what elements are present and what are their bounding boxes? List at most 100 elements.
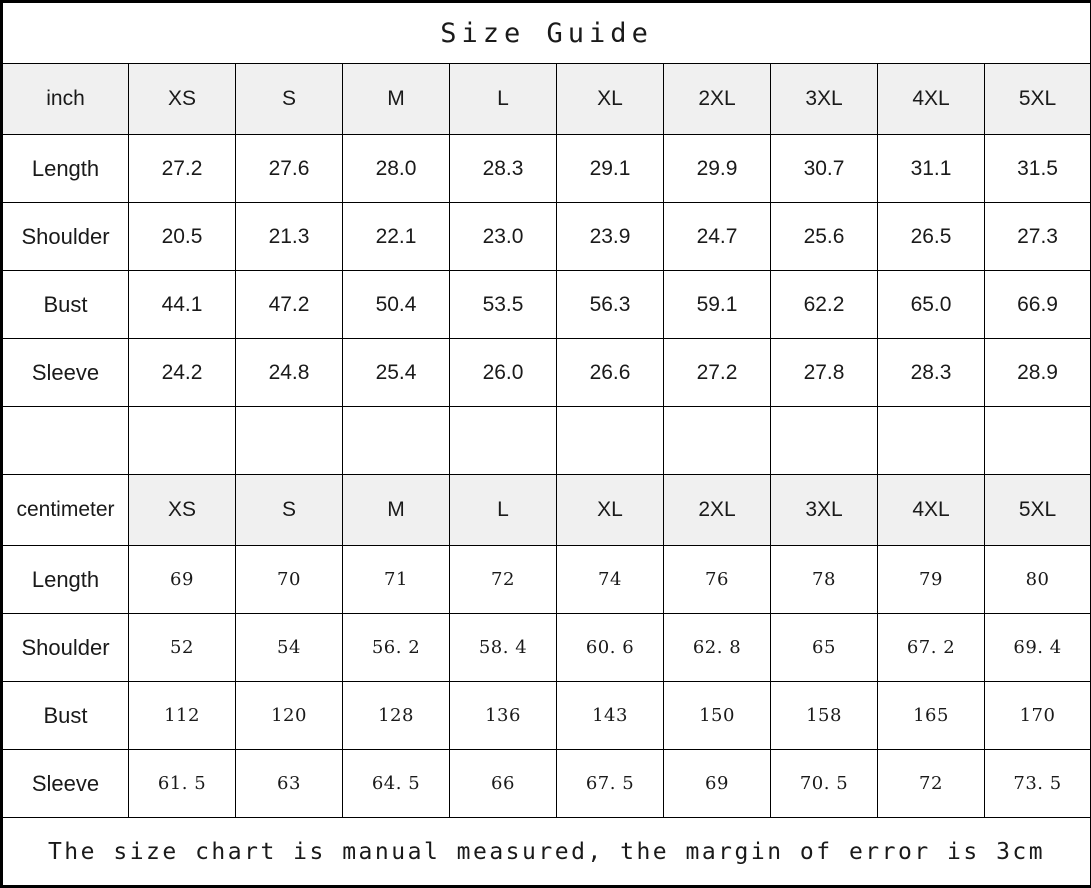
row-label-length-cm: Length: [2, 546, 129, 614]
cell-cm-length-m: 71: [343, 546, 450, 614]
cell-inch-bust-5xl: 66.9: [985, 271, 1091, 339]
cell-inch-sleeve-m: 25.4: [343, 339, 450, 407]
table-row: Sleeve 24.2 24.8 25.4 26.0 26.6 27.2 27.…: [2, 339, 1091, 407]
row-label-sleeve-cm: Sleeve: [2, 750, 129, 818]
cell-cm-length-2xl: 76: [664, 546, 771, 614]
cell-cm-length-xl: 74: [557, 546, 664, 614]
row-label-shoulder-cm: Shoulder: [2, 614, 129, 682]
size-header-cm-xs: XS: [129, 475, 236, 546]
cell-inch-shoulder-m: 22.1: [343, 203, 450, 271]
cell-cm-bust-l: 136: [450, 682, 557, 750]
spacer-cell: [985, 407, 1091, 475]
spacer-cell: [771, 407, 878, 475]
cell-inch-sleeve-3xl: 27.8: [771, 339, 878, 407]
cell-inch-length-xs: 27.2: [129, 135, 236, 203]
cell-cm-bust-m: 128: [343, 682, 450, 750]
footer-row: The size chart is manual measured, the m…: [2, 818, 1091, 887]
cell-cm-bust-3xl: 158: [771, 682, 878, 750]
row-label-length-inch: Length: [2, 135, 129, 203]
cell-inch-bust-4xl: 65.0: [878, 271, 985, 339]
cell-inch-length-s: 27.6: [236, 135, 343, 203]
size-header-m: M: [343, 64, 450, 135]
title-row: Size Guide: [2, 2, 1091, 64]
size-header-5xl: 5XL: [985, 64, 1091, 135]
size-header-l: L: [450, 64, 557, 135]
cell-inch-sleeve-l: 26.0: [450, 339, 557, 407]
cell-inch-length-l: 28.3: [450, 135, 557, 203]
row-label-shoulder-inch: Shoulder: [2, 203, 129, 271]
cell-inch-length-xl: 29.1: [557, 135, 664, 203]
cell-cm-shoulder-m: 56. 2: [343, 614, 450, 682]
cell-inch-shoulder-3xl: 25.6: [771, 203, 878, 271]
size-header-cm-5xl: 5XL: [985, 475, 1091, 546]
row-label-bust-inch: Bust: [2, 271, 129, 339]
cell-cm-length-5xl: 80: [985, 546, 1091, 614]
cell-inch-length-m: 28.0: [343, 135, 450, 203]
cell-inch-shoulder-4xl: 26.5: [878, 203, 985, 271]
cell-inch-bust-xl: 56.3: [557, 271, 664, 339]
centimeter-unit-label: centimeter: [2, 475, 129, 546]
cell-cm-shoulder-l: 58. 4: [450, 614, 557, 682]
cell-inch-length-4xl: 31.1: [878, 135, 985, 203]
table-row: Sleeve 61. 5 63 64. 5 66 67. 5 69 70. 5 …: [2, 750, 1091, 818]
cell-cm-shoulder-xs: 52: [129, 614, 236, 682]
cell-inch-sleeve-xl: 26.6: [557, 339, 664, 407]
size-header-cm-l: L: [450, 475, 557, 546]
cell-cm-sleeve-xs: 61. 5: [129, 750, 236, 818]
spacer-cell: [236, 407, 343, 475]
cell-cm-bust-xs: 112: [129, 682, 236, 750]
cell-cm-sleeve-3xl: 70. 5: [771, 750, 878, 818]
cell-cm-length-4xl: 79: [878, 546, 985, 614]
inch-unit-label: inch: [2, 64, 129, 135]
cell-cm-sleeve-xl: 67. 5: [557, 750, 664, 818]
size-header-cm-2xl: 2XL: [664, 475, 771, 546]
size-header-cm-4xl: 4XL: [878, 475, 985, 546]
cell-cm-length-s: 70: [236, 546, 343, 614]
cell-cm-shoulder-s: 54: [236, 614, 343, 682]
size-header-cm-xl: XL: [557, 475, 664, 546]
spacer-cell: [557, 407, 664, 475]
cell-cm-shoulder-3xl: 65: [771, 614, 878, 682]
cell-inch-shoulder-l: 23.0: [450, 203, 557, 271]
spacer-cell: [129, 407, 236, 475]
inch-header-row: inch XS S M L XL 2XL 3XL 4XL 5XL: [2, 64, 1091, 135]
section-spacer-row: [2, 407, 1091, 475]
measurement-disclaimer: The size chart is manual measured, the m…: [2, 818, 1091, 887]
cell-cm-sleeve-s: 63: [236, 750, 343, 818]
size-header-xs: XS: [129, 64, 236, 135]
cell-inch-shoulder-s: 21.3: [236, 203, 343, 271]
size-header-2xl: 2XL: [664, 64, 771, 135]
cell-cm-shoulder-xl: 60. 6: [557, 614, 664, 682]
cell-cm-sleeve-2xl: 69: [664, 750, 771, 818]
table-row: Length 69 70 71 72 74 76 78 79 80: [2, 546, 1091, 614]
cell-inch-shoulder-2xl: 24.7: [664, 203, 771, 271]
spacer-cell: [450, 407, 557, 475]
cell-cm-bust-4xl: 165: [878, 682, 985, 750]
cell-cm-length-3xl: 78: [771, 546, 878, 614]
table-row: Shoulder 20.5 21.3 22.1 23.0 23.9 24.7 2…: [2, 203, 1091, 271]
cell-inch-length-3xl: 30.7: [771, 135, 878, 203]
cell-inch-length-5xl: 31.5: [985, 135, 1091, 203]
row-label-sleeve-inch: Sleeve: [2, 339, 129, 407]
cell-inch-bust-2xl: 59.1: [664, 271, 771, 339]
cell-inch-bust-xs: 44.1: [129, 271, 236, 339]
cell-cm-sleeve-l: 66: [450, 750, 557, 818]
spacer-cell: [664, 407, 771, 475]
cell-inch-sleeve-2xl: 27.2: [664, 339, 771, 407]
size-header-cm-3xl: 3XL: [771, 475, 878, 546]
cell-cm-shoulder-5xl: 69. 4: [985, 614, 1091, 682]
cell-cm-sleeve-4xl: 72: [878, 750, 985, 818]
cell-inch-sleeve-xs: 24.2: [129, 339, 236, 407]
centimeter-header-row: centimeter XS S M L XL 2XL 3XL 4XL 5XL: [2, 475, 1091, 546]
cell-inch-sleeve-4xl: 28.3: [878, 339, 985, 407]
table-row: Length 27.2 27.6 28.0 28.3 29.1 29.9 30.…: [2, 135, 1091, 203]
spacer-cell: [878, 407, 985, 475]
cell-inch-sleeve-s: 24.8: [236, 339, 343, 407]
cell-cm-length-l: 72: [450, 546, 557, 614]
size-header-cm-m: M: [343, 475, 450, 546]
cell-cm-bust-2xl: 150: [664, 682, 771, 750]
cell-inch-shoulder-5xl: 27.3: [985, 203, 1091, 271]
size-header-4xl: 4XL: [878, 64, 985, 135]
cell-inch-bust-l: 53.5: [450, 271, 557, 339]
